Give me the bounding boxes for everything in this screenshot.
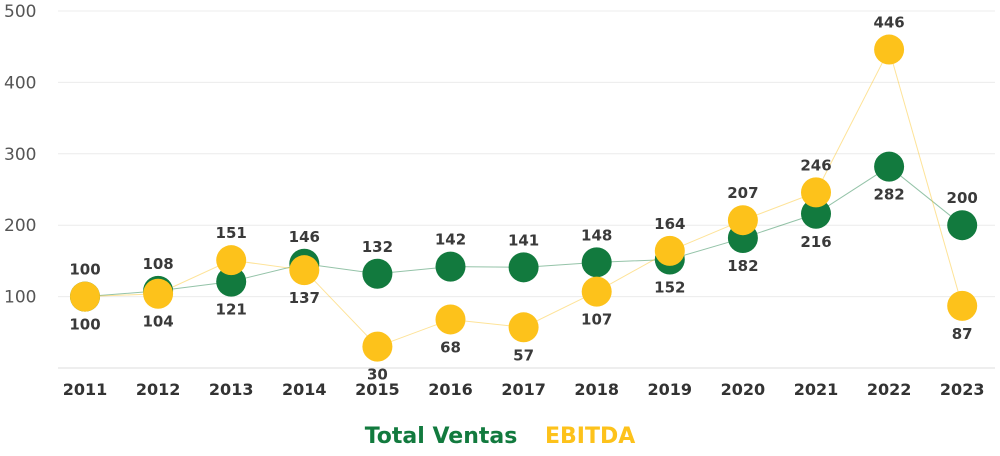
data-label: 182	[727, 257, 758, 275]
series-1-point	[435, 304, 466, 335]
x-tick-label: 2020	[721, 380, 766, 399]
data-label: 121	[216, 301, 247, 319]
series-1-point	[70, 281, 100, 312]
data-label: 68	[440, 338, 461, 356]
legend: Total Ventas EBITDA	[0, 424, 1000, 449]
y-tick-label: 200	[4, 216, 36, 236]
x-tick-label: 2014	[282, 380, 327, 399]
data-label: 100	[69, 316, 100, 334]
x-tick-label: 2017	[501, 380, 546, 399]
series-1-point	[143, 278, 174, 309]
series-points	[70, 34, 978, 362]
series-0-point	[435, 251, 466, 282]
legend-ebitda: EBITDA	[545, 424, 636, 449]
data-label: 100	[69, 261, 100, 279]
series-1-point	[947, 290, 978, 321]
data-label: 151	[216, 224, 247, 242]
data-label: 246	[800, 156, 831, 174]
series-1-point	[581, 276, 612, 307]
x-tick-label: 2013	[209, 380, 254, 399]
data-label: 146	[289, 228, 320, 246]
data-label: 57	[513, 346, 534, 364]
x-tick-label: 2015	[355, 380, 400, 399]
series-0-point	[508, 252, 539, 283]
series-0-point	[581, 247, 612, 278]
series-1-point	[216, 245, 247, 276]
data-label: 164	[654, 215, 685, 233]
series-0-point	[801, 198, 831, 229]
x-tick-label: 2011	[63, 380, 108, 399]
x-axis: 2011 2012 2013 2014 2015 2016 2017 2018 2019 2020…	[58, 367, 995, 399]
x-tick-label: 2021	[794, 380, 839, 399]
x-tick-label: 2019	[648, 380, 693, 399]
series-1-point	[362, 331, 393, 362]
data-label: 141	[508, 231, 539, 249]
x-tick-label: 2012	[136, 380, 181, 399]
y-tick-label: 100	[4, 288, 36, 308]
data-label: 216	[800, 233, 831, 251]
y-tick-label: 500	[4, 2, 36, 22]
y-axis-ticks: 100 200 300 400 500	[4, 2, 36, 308]
data-label: 200	[947, 189, 978, 207]
data-label: 137	[289, 289, 320, 307]
series-0-point	[362, 258, 393, 289]
y-tick-label: 400	[4, 73, 36, 93]
series-1-point	[874, 34, 905, 65]
grid	[58, 10, 995, 298]
data-label: 148	[581, 226, 612, 244]
data-label: 104	[142, 313, 173, 331]
data-label: 107	[581, 311, 612, 329]
series-1-point	[801, 177, 831, 208]
data-label: 30	[367, 366, 388, 384]
series-1-point	[508, 312, 539, 343]
data-label: 132	[362, 238, 393, 256]
series-1-point	[654, 235, 685, 266]
x-tick-label: 2016	[428, 380, 473, 399]
y-tick-label: 300	[4, 145, 36, 165]
data-label: 282	[873, 186, 904, 204]
data-labels: 100 108 121 146 132 142 141 148 152 182 216 282 200 1…	[69, 14, 978, 384]
series-0-point	[947, 210, 978, 241]
series-0-point	[216, 266, 247, 297]
legend-total-ventas: Total Ventas	[364, 424, 518, 449]
data-label: 142	[435, 231, 466, 249]
series-1-point	[289, 255, 320, 286]
x-tick-label: 2018	[574, 380, 619, 399]
chart: 100 200 300 400 500 2011 2012 2013 2014 2015 2016…	[4, 2, 995, 399]
x-tick-label: 2023	[940, 380, 985, 399]
data-label: 152	[654, 278, 685, 296]
series-1-point	[727, 205, 758, 236]
x-tick-label: 2022	[867, 380, 912, 399]
data-label: 108	[142, 255, 173, 273]
data-label: 207	[727, 184, 758, 202]
data-label: 87	[952, 325, 973, 343]
series-0-point	[874, 151, 905, 182]
data-label: 446	[873, 14, 904, 32]
